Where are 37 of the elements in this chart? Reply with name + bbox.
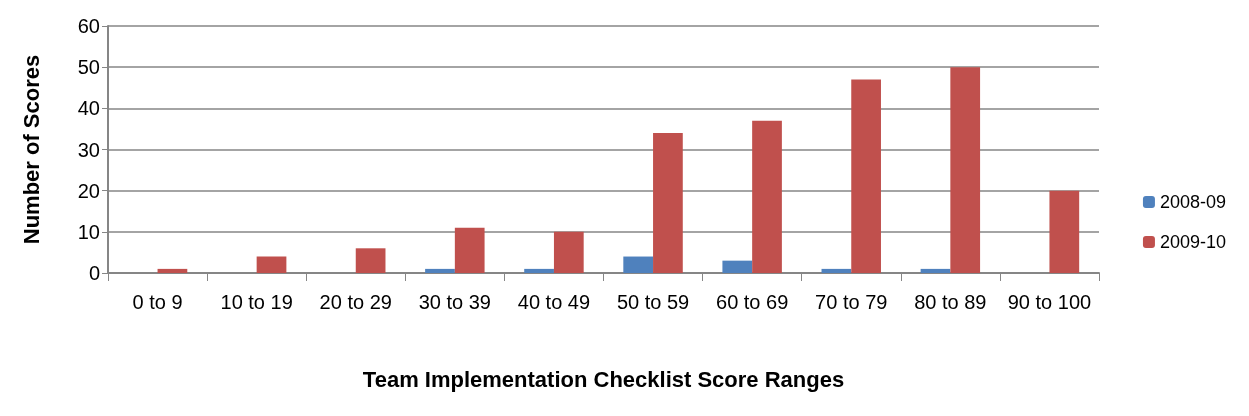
x-axis-title: Team Implementation Checklist Score Ranges	[362, 366, 845, 392]
bar	[653, 133, 683, 273]
y-tick-label: 10	[77, 220, 100, 243]
bar	[355, 248, 386, 273]
x-tick-label: 10 to 19	[220, 291, 293, 313]
bar	[722, 260, 753, 273]
bar	[920, 268, 951, 273]
x-tick-label: 40 to 49	[517, 291, 591, 313]
y-tick-label: 40	[77, 97, 100, 120]
bar	[454, 227, 485, 273]
bar	[425, 268, 455, 273]
bar	[524, 268, 554, 273]
x-tick-label: 20 to 29	[319, 291, 392, 313]
y-axis-title: Number of Scores	[18, 54, 44, 245]
y-tick-label: 20	[77, 179, 100, 202]
x-tick-label: 90 to 100	[1007, 291, 1092, 313]
x-tick-label: 80 to 89	[914, 291, 987, 313]
bar	[851, 79, 881, 273]
bar	[256, 256, 287, 273]
x-tick-label: 60 to 69	[716, 291, 789, 313]
bar	[623, 256, 654, 273]
bar	[1049, 190, 1080, 273]
bar	[752, 120, 782, 273]
x-tick-label: 70 to 79	[815, 291, 888, 313]
y-tick-label: 30	[77, 138, 100, 161]
bar	[950, 67, 981, 273]
legend-label: 2009-10	[1159, 232, 1226, 252]
y-tick-label: 50	[77, 56, 100, 79]
legend-label: 2008-09	[1159, 192, 1226, 212]
y-tick-label: 60	[77, 15, 100, 37]
bar	[821, 268, 852, 273]
x-tick-label: 50 to 59	[616, 291, 690, 313]
x-tick-label: 30 to 39	[418, 291, 491, 313]
bar	[553, 231, 584, 273]
y-tick-label: 0	[88, 262, 100, 284]
bar	[157, 268, 188, 273]
x-tick-label: 0 to 9	[132, 291, 183, 313]
